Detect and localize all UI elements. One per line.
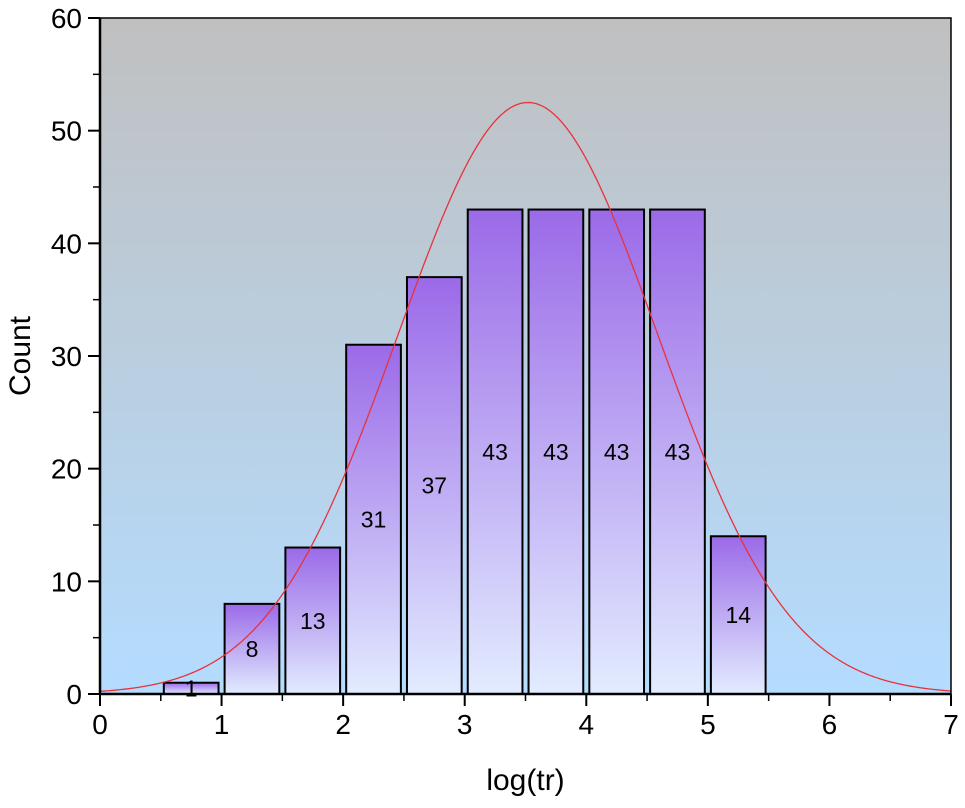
x-tick-label: 3 — [457, 709, 473, 740]
y-tick-label: 10 — [51, 566, 82, 597]
normal-fit-curve — [99, 101, 952, 693]
y-tick-label: 30 — [51, 341, 82, 372]
y-tick-label: 60 — [51, 3, 82, 34]
axes-layer: 0 1 2 3 4 5 6 7 0 10 20 30 40 50 60 — [51, 3, 959, 740]
bar-value-label: 1 — [185, 675, 198, 701]
x-tick-label: 7 — [943, 709, 959, 740]
y-tick-label: 40 — [51, 228, 82, 259]
bar-value-label: 43 — [482, 439, 508, 465]
y-tick-label: 0 — [66, 679, 82, 710]
x-tick-label: 1 — [214, 709, 230, 740]
bar-value-label: 37 — [422, 473, 448, 499]
bar-7 — [527, 208, 585, 696]
x-tick-label: 5 — [700, 709, 716, 740]
plot-background — [100, 18, 951, 694]
bar-9 — [649, 208, 706, 696]
x-tick-label: 2 — [335, 709, 351, 740]
bar-6 — [466, 208, 524, 696]
x-tick-label: 4 — [578, 709, 594, 740]
x-tick-label: 6 — [822, 709, 838, 740]
bar-value-label: 43 — [543, 439, 569, 465]
bars-layer — [162, 208, 767, 696]
bar-value-label: 43 — [604, 439, 630, 465]
bar-5 — [405, 276, 463, 695]
bar-labels-layer: 1 8 13 31 37 43 43 43 43 14 — [185, 439, 751, 702]
x-axis-title: log(tr) — [486, 764, 564, 797]
x-tick-label: 0 — [92, 709, 108, 740]
bar-10 — [709, 535, 767, 695]
y-axis-title: Count — [4, 315, 37, 396]
bar-value-label: 31 — [361, 506, 387, 532]
y-tick-label: 50 — [51, 116, 82, 147]
bar-value-label: 8 — [246, 636, 259, 662]
bar-value-label: 14 — [725, 602, 751, 628]
bar-8 — [588, 208, 646, 696]
bar-value-label: 43 — [665, 439, 691, 465]
bar-value-label: 13 — [300, 608, 326, 634]
y-tick-label: 20 — [51, 454, 82, 485]
